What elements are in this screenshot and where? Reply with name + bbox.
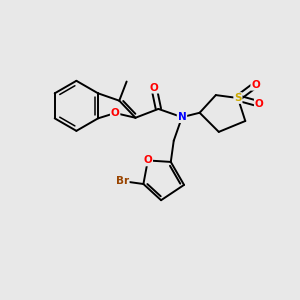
Text: S: S — [234, 93, 242, 103]
Text: O: O — [143, 155, 152, 166]
Text: N: N — [178, 112, 186, 122]
Text: O: O — [111, 108, 119, 118]
Text: O: O — [251, 80, 260, 90]
Text: O: O — [150, 83, 158, 93]
Text: Br: Br — [116, 176, 129, 186]
Text: O: O — [255, 99, 263, 109]
